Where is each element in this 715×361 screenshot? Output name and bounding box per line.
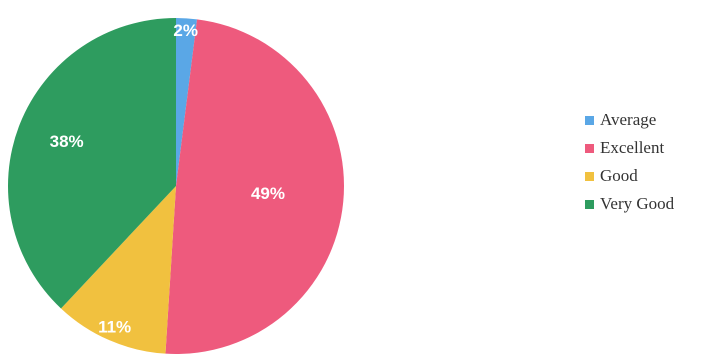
legend-label-excellent: Excellent: [600, 138, 665, 157]
legend-item-good: Good: [585, 162, 713, 190]
legend-item-excellent: Excellent: [585, 134, 713, 162]
pie-slice-average: [176, 18, 198, 186]
pie-data-label-excellent: 49%: [251, 184, 285, 203]
legend-swatch-average: [585, 115, 594, 125]
pie-data-label-very-good: 38%: [50, 132, 84, 151]
legend-swatch-very-good: [585, 199, 594, 209]
legend-item-average: Average: [585, 106, 713, 134]
legend-item-very-good: Very Good: [585, 190, 713, 218]
pie-data-label-good: 11%: [98, 317, 131, 336]
pie-slice-excellent: [165, 19, 344, 354]
legend-swatch-good: [585, 171, 594, 181]
legend: Average Excellent Good Very Good: [585, 106, 713, 218]
legend-label-average: Average: [600, 110, 657, 129]
pie-slice-good: [60, 186, 176, 354]
legend-label-very-good: Very Good: [600, 194, 675, 213]
pie-slice-very-good: [7, 18, 177, 309]
pie-slices: [7, 18, 344, 354]
legend-label-good: Good: [600, 166, 638, 185]
pie-labels: 2% 49% 11% 38%: [50, 21, 285, 336]
legend-swatch-excellent: [585, 143, 594, 153]
pie-data-label-average: 2%: [173, 21, 198, 40]
